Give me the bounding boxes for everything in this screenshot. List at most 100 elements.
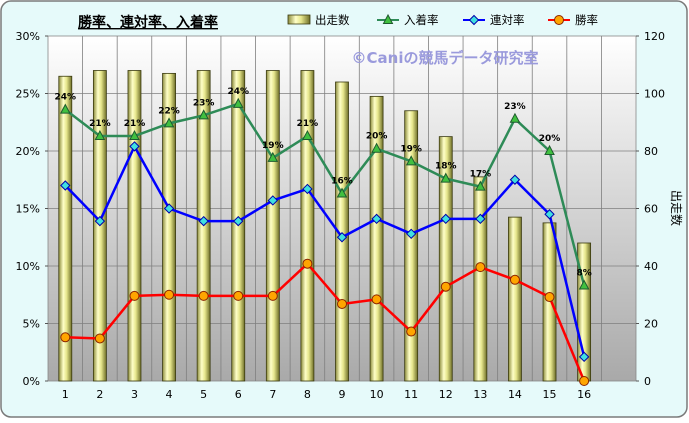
line-point-triangle: [371, 142, 382, 153]
x-tick-label: 4: [166, 388, 173, 401]
line-point-diamond: [129, 141, 140, 152]
y-right-tick-label: 100: [644, 88, 665, 101]
line-point-diamond: [336, 232, 348, 243]
y-left-tick-label: 10%: [16, 260, 40, 273]
legend-label: 連対率: [490, 13, 525, 27]
bar: [162, 72, 176, 382]
y-left-tick-label: 30%: [16, 30, 40, 43]
y-left-tick-label: 5%: [23, 318, 40, 331]
line-point-diamond: [198, 215, 209, 227]
line-point-circle: [337, 298, 347, 309]
y-left-tick-label: 15%: [16, 203, 40, 216]
y-left-tick-label: 0%: [23, 375, 40, 388]
bar: [300, 70, 315, 382]
data-label: 20%: [539, 134, 561, 144]
data-label: 24%: [227, 87, 249, 97]
line-point-circle: [475, 262, 486, 273]
data-label: 20%: [366, 132, 388, 142]
gridlines: [48, 36, 636, 381]
bar: [508, 216, 522, 382]
line-point-triangle: [475, 180, 486, 191]
legend-label: 入着率: [404, 13, 439, 27]
legend-swatch-bar: [287, 14, 311, 25]
line-point-triangle: [578, 279, 590, 290]
data-label: 21%: [89, 119, 111, 129]
line-point-triangle: [59, 103, 71, 114]
line-point-triangle: [267, 151, 279, 162]
data-label: 16%: [331, 177, 353, 187]
bar: [127, 70, 142, 382]
line-point-circle: [554, 15, 564, 25]
y-right-axis-title: 出走数: [669, 190, 684, 226]
x-tick-label: 13: [473, 388, 487, 401]
x-tick-label: 11: [404, 388, 418, 401]
line-point-diamond: [233, 215, 244, 227]
y-right-tick-label: 60: [644, 203, 658, 216]
line-point-circle: [302, 258, 313, 269]
y-right-tick-label: 120: [644, 30, 665, 43]
line-point-circle: [60, 332, 71, 343]
data-label: 19%: [262, 141, 284, 151]
line-series: [59, 97, 590, 386]
line-point-circle: [233, 290, 244, 301]
line-point-triangle: [544, 144, 555, 155]
data-label: 23%: [504, 102, 526, 112]
data-label: 17%: [470, 170, 492, 180]
bar: [369, 95, 384, 382]
data-label: 23%: [193, 98, 215, 108]
data-labels: 24% 21% 21% 22% 23% 24% 19% 21% 16% 20% 19% 18% 17% 2…: [55, 87, 592, 279]
line-point-circle: [440, 281, 451, 292]
x-tick-label: 8: [304, 388, 311, 401]
data-label: 21%: [124, 119, 146, 129]
line-point-circle: [94, 333, 105, 344]
series-line: [64, 102, 586, 286]
line-point-circle: [129, 290, 140, 301]
line-point-triangle: [440, 172, 452, 183]
chart-title: 勝率、連対率、入着率: [78, 14, 218, 31]
y-left-tick-label: 25%: [16, 88, 40, 101]
line-point-diamond: [163, 203, 175, 214]
line-point-diamond: [405, 228, 417, 240]
data-label: 19%: [400, 144, 422, 154]
line-point-diamond: [440, 213, 451, 225]
line-point-diamond: [475, 213, 486, 225]
line-point-circle: [579, 376, 590, 386]
line-point-circle: [164, 289, 175, 300]
bar: [438, 136, 453, 382]
line-point-circle: [267, 290, 278, 301]
bar: [58, 75, 73, 382]
line-point-diamond: [509, 174, 521, 185]
bar: [473, 176, 488, 382]
x-tick-label: 12: [439, 388, 453, 401]
data-label: 22%: [158, 106, 180, 116]
line-point-circle: [406, 326, 417, 337]
y-right-tick-label: 80: [644, 145, 658, 158]
line-point-triangle: [198, 109, 209, 120]
line-point-circle: [509, 274, 520, 285]
y-right-tick-label: 40: [644, 260, 658, 273]
series-line: [64, 145, 586, 358]
line-point-circle: [544, 292, 555, 303]
data-label: 24%: [55, 93, 77, 103]
line-point-triangle: [509, 112, 521, 123]
legend-label: 出走数: [315, 13, 350, 27]
legend-label: 勝率: [575, 13, 598, 27]
line-point-diamond: [544, 209, 555, 220]
line-point-diamond: [302, 183, 313, 195]
x-tick-label: 2: [96, 388, 103, 401]
x-tick-label: 9: [339, 388, 346, 401]
series-line: [65, 262, 586, 382]
line-point-triangle: [336, 187, 348, 198]
line-point-diamond: [60, 180, 71, 191]
line-point-triangle: [302, 129, 313, 141]
bar: [404, 110, 419, 382]
line-point-diamond: [371, 213, 382, 225]
x-tick-label: 14: [508, 388, 522, 401]
line-point-diamond: [94, 215, 106, 227]
data-label: 8%: [576, 269, 591, 279]
line-point-triangle: [405, 155, 417, 166]
x-tick-label: 15: [543, 388, 557, 401]
x-tick-label: 3: [131, 388, 138, 401]
